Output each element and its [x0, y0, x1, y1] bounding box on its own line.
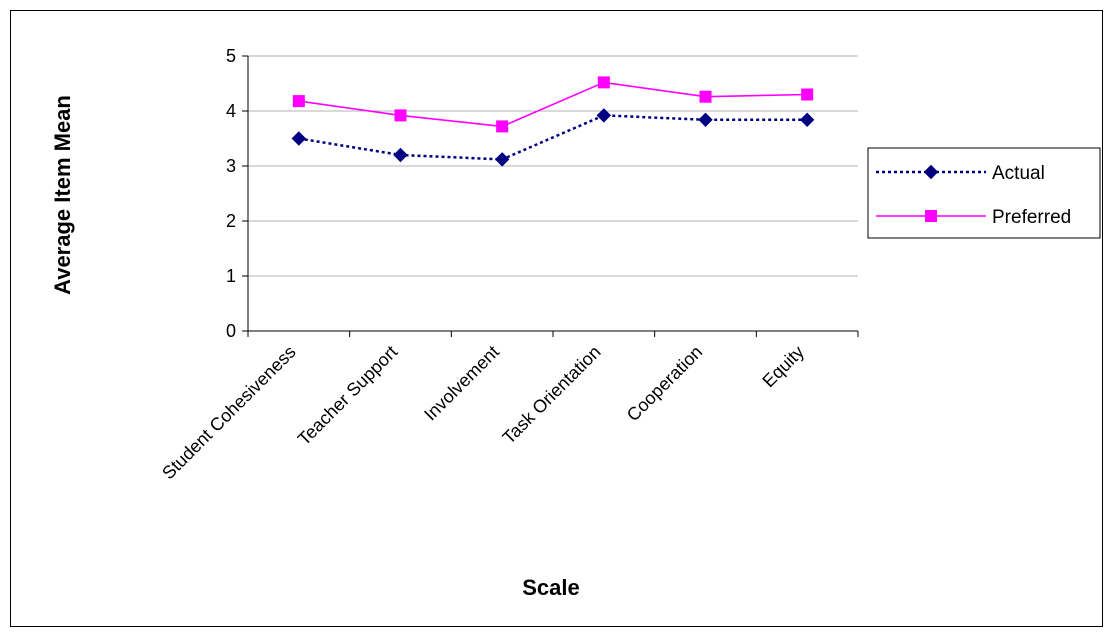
x-tick-label: Teacher Support: [294, 342, 402, 450]
series-preferred: [292, 76, 814, 133]
data-point-preferred: [597, 76, 610, 89]
y-tick-label: 1: [226, 266, 236, 286]
data-point-actual: [698, 112, 713, 128]
data-point-preferred: [699, 90, 712, 103]
series: [291, 76, 815, 167]
data-point-preferred: [496, 120, 509, 133]
legend: Actual Preferred: [867, 147, 1101, 239]
data-point-actual: [291, 131, 307, 146]
x-tick-label: Student Cohesiveness: [158, 342, 300, 484]
x-tick-label: Cooperation: [623, 342, 706, 425]
y-axis-title: Average Item Mean: [50, 95, 75, 295]
x-tick-label: Equity: [758, 342, 808, 392]
y-tick-label: 0: [226, 321, 236, 341]
gridlines: [248, 55, 858, 277]
series-line-preferred: [298, 81, 808, 128]
series-actual: [291, 108, 815, 167]
data-point-actual: [596, 108, 612, 123]
data-point-preferred: [394, 109, 407, 122]
data-point-preferred: [801, 88, 814, 101]
y-tick-label: 3: [226, 156, 236, 176]
chart-frame: [10, 10, 1103, 627]
x-axis-title: Scale: [522, 575, 580, 600]
y-tick-label: 2: [226, 211, 236, 231]
y-tick-label: 5: [226, 46, 236, 66]
data-point-actual: [494, 152, 510, 167]
legend-marker-preferred: [925, 210, 937, 222]
series-line-actual: [298, 114, 808, 161]
legend-marker-actual: [923, 164, 939, 180]
legend-label-preferred: Preferred: [992, 207, 1071, 228]
x-tick-label: Task Orientation: [499, 342, 605, 448]
data-point-actual: [393, 147, 408, 163]
legend-label-actual: Actual: [992, 163, 1045, 184]
y-tick-label: 4: [226, 101, 236, 121]
data-point-preferred: [292, 95, 305, 108]
data-point-actual: [799, 112, 815, 128]
x-tick-label: Involvement: [420, 342, 503, 425]
legend-box: [867, 147, 1101, 239]
